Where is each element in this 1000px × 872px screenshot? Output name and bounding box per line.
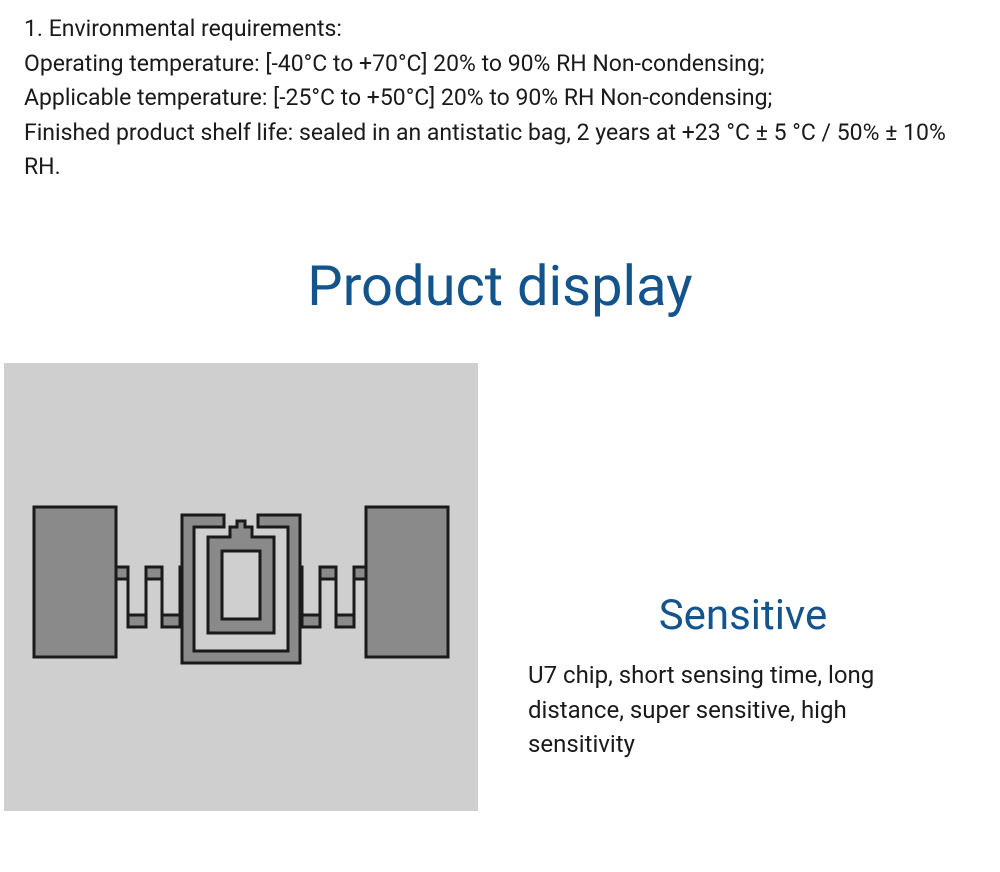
environmental-specs: 1. Environmental requirements: Operating… (0, 0, 1000, 205)
spec-line-1: 1. Environmental requirements: (24, 12, 976, 47)
feature-title: Sensitive (528, 591, 958, 640)
spec-line-2: Operating temperature: [-40°C to +70°C] … (24, 47, 976, 82)
spec-line-3: Applicable temperature: [-25°C to +50°C]… (24, 81, 976, 116)
rfid-antenna-diagram (26, 467, 456, 707)
product-display-row: Sensitive U7 chip, short sensing time, l… (0, 363, 1000, 811)
section-title: Product display (0, 253, 1000, 319)
spec-line-4: Finished product shelf life: sealed in a… (24, 116, 976, 185)
feature-body: U7 chip, short sensing time, long distan… (528, 658, 958, 762)
feature-description: Sensitive U7 chip, short sensing time, l… (528, 411, 958, 762)
product-image-box (4, 363, 478, 811)
